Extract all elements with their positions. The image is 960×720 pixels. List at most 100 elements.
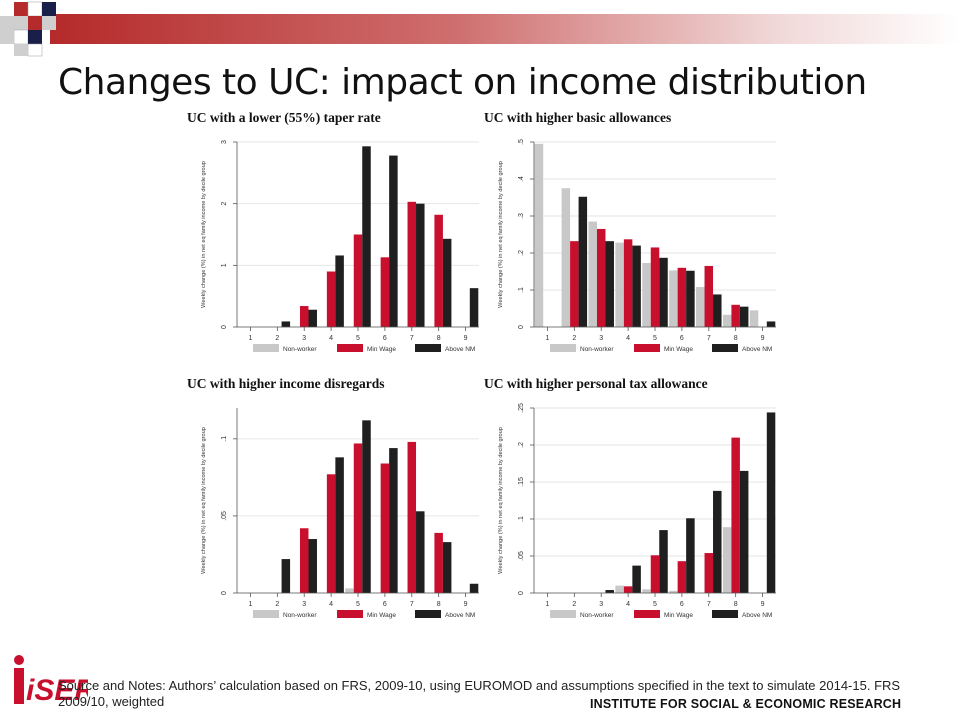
bar <box>704 553 714 593</box>
x-tick-label: 5 <box>356 335 360 342</box>
bar <box>596 228 606 327</box>
y-tick-label: .15 <box>518 477 525 487</box>
bar <box>659 257 668 327</box>
bar <box>299 306 309 327</box>
y-tick-label: 0 <box>221 591 228 595</box>
legend-label: Above NM <box>742 612 772 619</box>
legend-label: Min Wage <box>367 346 396 353</box>
x-tick-label: 5 <box>356 601 360 608</box>
x-tick-label: 6 <box>383 601 387 608</box>
bar <box>442 238 452 327</box>
bar <box>739 306 749 327</box>
bar <box>534 143 544 327</box>
bar <box>362 146 371 327</box>
bar <box>407 201 417 327</box>
bar <box>686 270 695 327</box>
x-tick-label: 1 <box>248 601 252 608</box>
y-tick-label: 0 <box>518 591 525 595</box>
bar <box>353 234 363 327</box>
bar <box>650 555 660 593</box>
y-tick-label: .25 <box>518 403 525 413</box>
bar <box>299 528 309 593</box>
iser-logo: iSER <box>14 655 88 707</box>
x-tick-label: 9 <box>761 601 765 608</box>
x-tick-label: 6 <box>680 335 684 342</box>
x-tick-label: 2 <box>275 601 279 608</box>
legend-label: Non-worker <box>580 612 614 619</box>
legend-swatch <box>712 344 738 352</box>
x-tick-label: 6 <box>383 335 387 342</box>
legend-swatch <box>253 610 279 618</box>
bar <box>469 288 479 327</box>
bar <box>615 585 624 593</box>
bar <box>615 242 624 327</box>
bar <box>731 437 740 593</box>
bar <box>642 589 651 593</box>
x-tick-label: 1 <box>545 601 549 608</box>
x-tick-label: 9 <box>464 335 468 342</box>
bar <box>335 255 344 327</box>
bar <box>578 196 588 327</box>
x-tick-label: 8 <box>734 335 738 342</box>
y-tick-label: .1 <box>518 287 525 293</box>
y-tick-label: 1 <box>221 263 228 267</box>
bar <box>407 441 417 593</box>
y-tick-label: 3 <box>221 140 228 144</box>
bar <box>434 532 443 593</box>
x-tick-label: 5 <box>653 601 657 608</box>
bar <box>308 309 317 327</box>
bar <box>713 490 722 593</box>
y-tick-label: .05 <box>518 551 525 561</box>
institute-name: INSTITUTE FOR SOCIAL & ECONOMIC RESEARCH <box>590 697 902 711</box>
legend-swatch <box>550 344 576 352</box>
y-tick-label: .1 <box>221 436 228 442</box>
bar <box>659 530 668 593</box>
legend-label: Above NM <box>445 346 475 353</box>
legend-label: Non-worker <box>283 612 317 619</box>
bar <box>704 265 714 327</box>
source-footnote: Source and Notes: Authors’ calculation b… <box>58 678 901 709</box>
x-tick-label: 8 <box>437 335 441 342</box>
legend-label: Above NM <box>742 346 772 353</box>
bar <box>696 287 705 327</box>
x-tick-label: 9 <box>761 335 765 342</box>
legend-label: Min Wage <box>367 612 396 619</box>
x-tick-label: 2 <box>572 601 576 608</box>
x-tick-label: 9 <box>464 601 468 608</box>
bar <box>561 188 571 327</box>
panel-title-disregards: UC with higher income disregards <box>187 376 385 391</box>
bar <box>650 247 660 327</box>
legend-swatch <box>337 610 363 618</box>
bar <box>416 511 425 593</box>
bar <box>326 271 336 327</box>
bar <box>632 565 641 593</box>
legend-label: Min Wage <box>664 612 693 619</box>
x-tick-label: 1 <box>248 335 252 342</box>
bar <box>326 474 336 593</box>
legend-label: Non-worker <box>283 346 317 353</box>
bar <box>389 448 398 593</box>
bar <box>632 245 641 327</box>
legend-swatch <box>415 344 441 352</box>
x-tick-label: 5 <box>653 335 657 342</box>
y-tick-label: 2 <box>221 202 228 206</box>
bar <box>669 590 678 593</box>
x-tick-label: 4 <box>329 335 333 342</box>
y-axis-label: Weekly change (%) in net eq family incom… <box>498 427 504 574</box>
bar <box>713 294 722 327</box>
bar <box>353 443 363 593</box>
y-tick-label: .2 <box>518 442 525 448</box>
bar <box>686 518 695 593</box>
x-tick-label: 4 <box>626 601 630 608</box>
bar <box>434 214 443 327</box>
y-tick-label: .05 <box>221 511 228 521</box>
legend-label: Non-worker <box>580 346 614 353</box>
x-tick-label: 8 <box>734 601 738 608</box>
y-tick-label: 0 <box>518 325 525 329</box>
y-tick-label: .3 <box>518 213 525 219</box>
bar <box>623 239 633 327</box>
slide-title: Changes to UC: impact on income distribu… <box>58 62 867 103</box>
bar <box>308 539 317 593</box>
x-tick-label: 7 <box>410 335 414 342</box>
y-tick-label: .5 <box>518 139 525 145</box>
